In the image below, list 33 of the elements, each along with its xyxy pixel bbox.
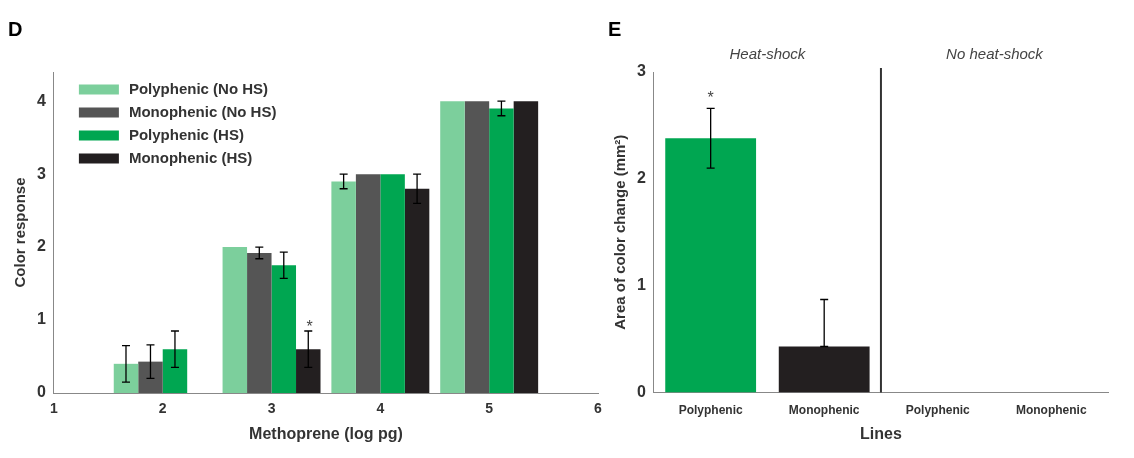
legend-label: Polyphenic (No HS) [128,79,269,97]
legend-label: Monophenic (No HS) [128,102,277,120]
y-tick-label: 3 [636,62,646,80]
y-tick-label: 3 [36,164,46,182]
x-tick-label: Monophenic [1015,402,1087,417]
x-tick-label: 6 [594,400,603,417]
y-tick-label: 4 [36,91,46,109]
text: No heat-shock [946,44,1045,62]
x-tick-label: 1 [50,400,58,417]
x-tick-label: 3 [267,400,276,417]
annotation: * [306,317,313,335]
chart-title: E [608,17,622,40]
annotation: * [707,89,714,107]
x-tick-label: Monophenic [788,402,860,417]
y-tick-label: 0 [36,383,46,401]
legend-label: Polyphenic (HS) [128,125,244,143]
x-tick-label: 2 [158,400,167,417]
x-tick-label: Polyphenic [905,402,971,417]
x-tick-label: 5 [485,400,494,417]
x-tick-label: 4 [376,400,385,417]
y-tick-label: 0 [636,382,646,400]
legend-label: Monophenic (HS) [128,148,253,166]
x-axis-title: Lines [860,424,902,442]
x-tick-label: Polyphenic [678,402,743,417]
y-tick-label: 2 [36,237,46,255]
x-axis-title: Methoprene (log pg) [249,424,403,442]
chart-title: D [8,17,23,40]
y-axis-title: Area of color change (mm²) [611,134,629,330]
y-tick-label: 1 [36,310,46,328]
y-tick-label: 2 [636,169,646,187]
y-axis-title: Color response [11,177,29,288]
text: Heat-shock [729,44,807,62]
y-tick-label: 1 [636,276,646,294]
